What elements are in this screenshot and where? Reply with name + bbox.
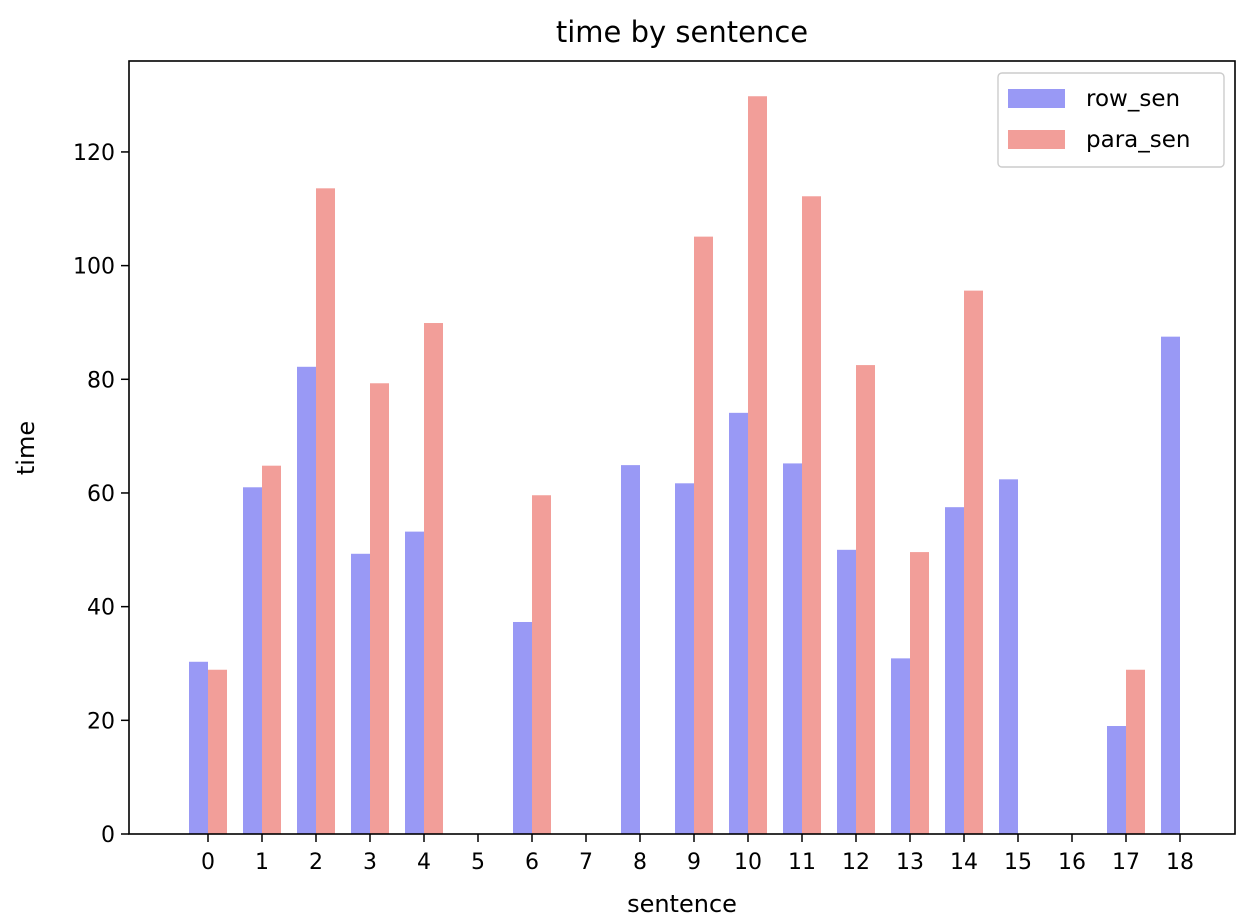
x-tick-label: 6: [525, 850, 539, 875]
x-tick-label: 0: [201, 850, 215, 875]
x-tick-label: 11: [788, 850, 816, 875]
bar-para-sen-4: [424, 323, 443, 834]
bars-group: [189, 96, 1180, 835]
x-tick-label: 12: [842, 850, 870, 875]
bar-row-sen-8: [621, 465, 640, 834]
bar-row-sen-10: [729, 412, 748, 834]
legend: row_sen para_sen: [997, 72, 1225, 168]
y-axis-label: time: [12, 421, 40, 475]
y-axis-ticks: 0 20 40 60 80 100 120: [73, 141, 129, 848]
legend-label-row-sen: row_sen: [1086, 86, 1180, 112]
x-tick-label: 2: [309, 850, 323, 875]
x-tick-label: 9: [687, 850, 701, 875]
bar-row-sen-13: [891, 658, 910, 834]
bar-row-sen-15: [999, 479, 1018, 834]
bar-para-sen-6: [532, 495, 551, 834]
bar-row-sen-1: [243, 487, 262, 834]
x-tick-label: 13: [896, 850, 924, 875]
legend-swatch-row-sen: [1008, 89, 1065, 108]
bar-para-sen-17: [1126, 669, 1145, 834]
x-tick-label: 10: [734, 850, 762, 875]
y-tick-label: 20: [87, 709, 115, 734]
x-tick-label: 3: [363, 850, 377, 875]
bar-row-sen-6: [513, 621, 532, 834]
y-tick-label: 60: [87, 482, 115, 507]
bar-para-sen-12: [856, 365, 875, 834]
x-tick-label: 8: [633, 850, 647, 875]
x-tick-label: 17: [1112, 850, 1140, 875]
bar-para-sen-3: [370, 383, 389, 834]
y-tick-label: 100: [73, 255, 115, 280]
bar-para-sen-11: [802, 196, 821, 834]
bar-para-sen-0: [208, 669, 227, 834]
legend-label-para-sen: para_sen: [1086, 127, 1190, 153]
x-tick-label: 14: [950, 850, 978, 875]
x-axis-ticks: 0 1 2 3 4 5 6 7 8 9 10 11 12 13 14 15 16 17 18: [201, 834, 1194, 875]
bar-para-sen-10: [748, 96, 767, 835]
bar-para-sen-9: [694, 236, 713, 835]
bar-row-sen-0: [189, 661, 208, 834]
x-tick-label: 4: [417, 850, 431, 875]
bar-para-sen-1: [262, 465, 281, 834]
bar-row-sen-12: [837, 549, 856, 834]
bar-para-sen-14: [964, 290, 983, 834]
bar-row-sen-14: [945, 507, 964, 834]
y-tick-label: 120: [73, 141, 115, 166]
x-tick-label: 1: [255, 850, 269, 875]
x-tick-label: 16: [1058, 850, 1086, 875]
bar-row-sen-4: [405, 531, 424, 834]
x-tick-label: 15: [1004, 850, 1032, 875]
bar-row-sen-2: [297, 366, 316, 834]
y-tick-label: 80: [87, 368, 115, 393]
plot-frame: [128, 60, 1236, 835]
x-axis-label: sentence: [627, 890, 737, 918]
legend-swatch-para-sen: [1008, 130, 1065, 149]
chart-title: time by sentence: [556, 15, 808, 49]
bar-row-sen-11: [783, 463, 802, 834]
bar-row-sen-18: [1161, 336, 1180, 834]
bar-para-sen-2: [316, 188, 335, 835]
x-tick-label: 5: [471, 850, 485, 875]
bar-row-sen-3: [351, 553, 370, 834]
bar-row-sen-9: [675, 483, 694, 834]
bar-row-sen-17: [1107, 726, 1126, 834]
x-tick-label: 7: [579, 850, 593, 875]
y-tick-label: 40: [87, 596, 115, 621]
x-tick-label: 18: [1166, 850, 1194, 875]
bar-para-sen-13: [910, 552, 929, 834]
y-tick-label: 0: [101, 823, 115, 848]
